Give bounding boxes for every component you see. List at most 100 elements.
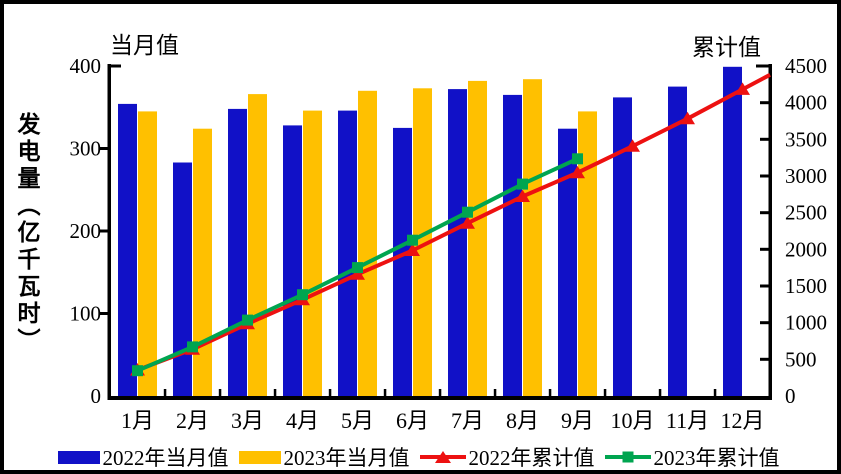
x-axis-line: [107, 396, 772, 400]
right-tick: [760, 321, 769, 325]
right-tick-label: 2500: [785, 201, 827, 225]
x-tick: [163, 389, 167, 396]
right-axis-line: [768, 64, 772, 400]
legend-swatch-2023-monthly-bar: [238, 450, 281, 464]
right-tick-label: 4000: [785, 91, 827, 115]
legend-swatch-2022-cumulative-line: [419, 449, 466, 465]
x-tick-label: 12月: [720, 408, 764, 433]
x-tick: [328, 389, 332, 396]
x-tick-label: 7月: [451, 408, 484, 433]
right-tick: [760, 284, 769, 288]
x-tick-label: 3月: [231, 408, 264, 433]
x-tick: [548, 389, 552, 396]
x-tick-label: 5月: [341, 408, 374, 433]
bar-2023年当月值-9月: [578, 111, 597, 397]
left-tick: [99, 312, 108, 315]
legend-label-2023-cumulative: 2023年累计值: [653, 446, 780, 470]
bar-2023年当月值-7月: [468, 80, 487, 397]
marker-square-2023年累计值-8: [572, 153, 583, 165]
bar-2023年当月值-5月: [358, 90, 377, 397]
x-tick: [218, 389, 222, 396]
marker-triangle-2022年累计值-11: [735, 82, 750, 95]
right-tick-label: 0: [785, 384, 796, 408]
marker-triangle-2022年累计值-6: [460, 216, 475, 229]
bar-2022年当月值-5月: [338, 110, 357, 396]
x-tick: [493, 389, 497, 396]
left-axis-line: [107, 64, 111, 400]
left-tick-label: 100: [70, 302, 102, 326]
triangle-marker-icon: [434, 451, 451, 463]
bar-2023年当月值-3月: [248, 94, 267, 396]
right-tick-label: 3500: [785, 127, 827, 151]
left-tick: [99, 229, 108, 233]
x-tick-label: 4月: [286, 408, 319, 433]
bar-2023年当月值-2月: [193, 128, 212, 396]
x-tick-label: 10月: [610, 408, 654, 433]
legend-item-2022-monthly: 2022年当月值: [57, 442, 229, 472]
bar-2022年当月值-11月: [668, 86, 687, 396]
x-tick-label: 1月: [121, 408, 154, 433]
legend-label-2022-cumulative: 2022年累计值: [468, 446, 595, 470]
x-tick-label: 8月: [506, 408, 539, 433]
left-tick: [99, 147, 108, 150]
right-tick-label: 3000: [785, 164, 827, 188]
marker-triangle-2022年累计值-8: [570, 165, 585, 179]
left-tick-label: 300: [70, 137, 102, 161]
legend-item-2023-cumulative: 2023年累计值: [604, 442, 780, 472]
left-axis-top-tick: [111, 64, 121, 68]
x-tick: [658, 389, 662, 396]
x-tick-label: 9月: [561, 408, 594, 433]
marker-triangle-2022年累计值-4: [350, 267, 365, 280]
marker-square-2023年累计值-2: [242, 314, 253, 326]
x-tick: [438, 389, 442, 396]
marker-triangle-2022年累计值-5: [405, 243, 420, 256]
x-tick-label: 11月: [666, 408, 709, 433]
bar-2022年当月值-3月: [228, 108, 247, 397]
right-tick-label: 500: [785, 347, 817, 371]
marker-triangle-2022年累计值-10: [680, 111, 695, 125]
bar-2022年当月值-1月: [118, 103, 137, 397]
legend-label-2023-monthly: 2023年当月值: [283, 446, 410, 470]
right-axis-top-tick: [756, 64, 769, 68]
x-tick: [383, 389, 387, 396]
right-tick-label: 1000: [785, 311, 827, 335]
x-tick-label: 6月: [396, 408, 429, 433]
bar-2023年当月值-1月: [138, 111, 157, 397]
bar-2023年当月值-6月: [413, 88, 432, 397]
legend-item-2022-cumulative: 2022年累计值: [419, 442, 595, 472]
marker-square-2023年累计值-1: [187, 341, 198, 353]
bar-2022年当月值-9月: [558, 128, 577, 396]
marker-square-2023年累计值-4: [352, 262, 363, 274]
marker-square-2023年累计值-3: [297, 289, 308, 301]
bar-2022年当月值-6月: [393, 127, 412, 397]
left-axis-corner-label: 当月值: [110, 33, 179, 58]
x-tick: [603, 389, 607, 396]
bar-2022年当月值-8月: [503, 94, 522, 397]
plot-area: 0100200300400050010001500200025003000350…: [70, 54, 828, 433]
right-tick-label: 1500: [785, 274, 827, 298]
legend-label-2022-monthly: 2022年当月值: [102, 446, 229, 470]
bar-2023年当月值-4月: [303, 110, 322, 396]
right-tick: [760, 357, 769, 361]
x-tick-label: 2月: [176, 408, 209, 433]
marker-triangle-2022年累计值-9: [625, 139, 640, 152]
y-axis-title: 发电量（亿千瓦时）: [14, 112, 39, 355]
right-tick: [760, 211, 769, 215]
right-tick-label: 4500: [785, 54, 827, 78]
legend-item-2023-monthly: 2023年当月值: [238, 442, 410, 472]
bar-2023年当月值-8月: [523, 79, 542, 396]
x-tick: [713, 389, 717, 396]
legend: 2022年当月值 2023年当月值 2022年累计值 2023年累计值: [4, 442, 833, 472]
legend-swatch-2023-cumulative-line: [604, 449, 651, 465]
right-tick: [760, 247, 769, 251]
right-tick-label: 2000: [785, 237, 827, 261]
square-marker-icon: [622, 451, 633, 463]
marker-square-2023年累计值-0: [132, 365, 143, 377]
bar-2022年当月值-10月: [613, 97, 632, 397]
right-axis-corner-label: 累计值: [692, 35, 761, 60]
marker-square-2023年累计值-7: [517, 178, 528, 190]
marker-triangle-2022年累计值-7: [515, 189, 530, 202]
bar-2022年当月值-7月: [448, 89, 467, 396]
x-tick: [273, 389, 277, 396]
